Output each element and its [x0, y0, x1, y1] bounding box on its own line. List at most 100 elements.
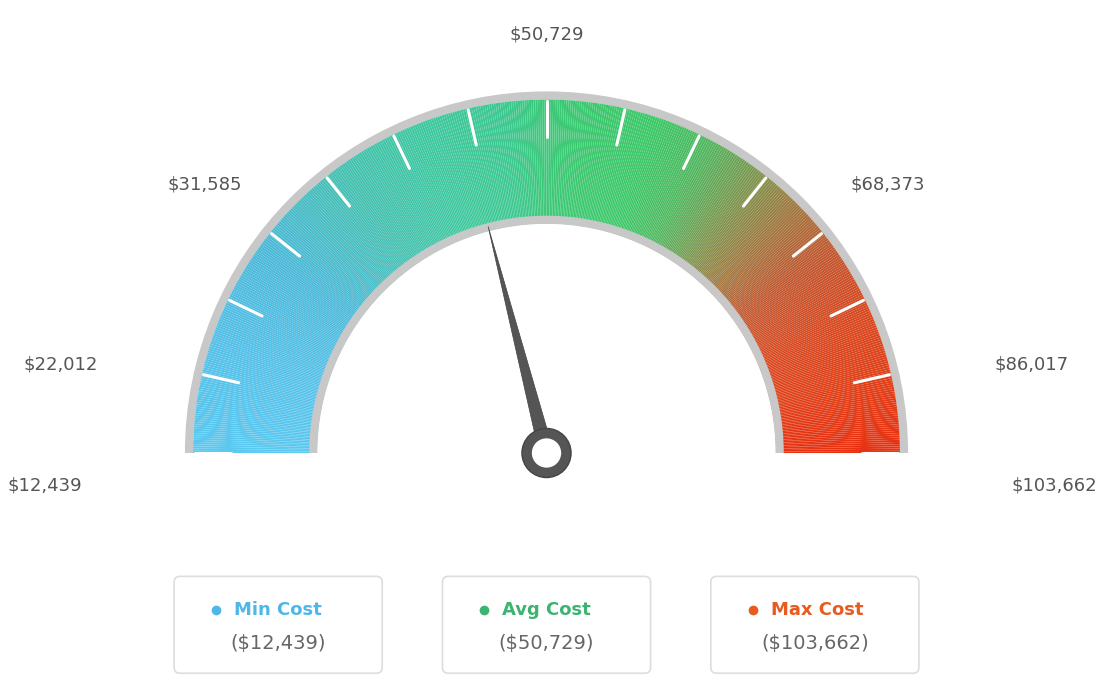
Wedge shape — [527, 100, 535, 224]
Wedge shape — [733, 249, 837, 322]
Wedge shape — [730, 241, 831, 317]
Wedge shape — [640, 130, 693, 244]
Wedge shape — [767, 361, 889, 395]
Wedge shape — [309, 216, 784, 453]
Wedge shape — [198, 397, 320, 419]
Wedge shape — [688, 175, 766, 274]
Wedge shape — [643, 132, 697, 246]
Wedge shape — [458, 110, 491, 231]
Wedge shape — [757, 315, 872, 364]
Text: $68,373: $68,373 — [851, 176, 925, 194]
Wedge shape — [278, 221, 374, 304]
Wedge shape — [262, 241, 363, 317]
Wedge shape — [731, 244, 832, 318]
Wedge shape — [491, 104, 512, 227]
Wedge shape — [751, 295, 863, 352]
Wedge shape — [193, 442, 318, 447]
Wedge shape — [760, 325, 877, 371]
Wedge shape — [291, 206, 382, 294]
Wedge shape — [771, 380, 893, 407]
Wedge shape — [607, 112, 643, 233]
Wedge shape — [773, 402, 896, 422]
Wedge shape — [772, 389, 894, 413]
Wedge shape — [428, 119, 471, 237]
Wedge shape — [596, 108, 626, 230]
Wedge shape — [764, 344, 883, 384]
Wedge shape — [726, 235, 826, 313]
Wedge shape — [431, 118, 473, 237]
Wedge shape — [664, 149, 729, 257]
Wedge shape — [487, 104, 509, 227]
Wedge shape — [768, 363, 889, 396]
Wedge shape — [374, 144, 436, 253]
Wedge shape — [565, 101, 577, 225]
Wedge shape — [682, 168, 757, 269]
Wedge shape — [641, 131, 696, 245]
Wedge shape — [697, 186, 781, 281]
Wedge shape — [556, 100, 564, 224]
Wedge shape — [689, 177, 768, 275]
Wedge shape — [197, 400, 320, 420]
Wedge shape — [194, 417, 319, 431]
Wedge shape — [270, 231, 368, 310]
Wedge shape — [208, 350, 328, 388]
Wedge shape — [729, 238, 828, 315]
Wedge shape — [592, 107, 619, 229]
Wedge shape — [327, 175, 405, 274]
Wedge shape — [672, 158, 743, 263]
Wedge shape — [560, 100, 569, 224]
Wedge shape — [283, 216, 376, 300]
Wedge shape — [518, 101, 529, 225]
Wedge shape — [217, 323, 333, 370]
Wedge shape — [637, 128, 689, 244]
Wedge shape — [724, 229, 821, 309]
Wedge shape — [214, 329, 332, 374]
Wedge shape — [236, 283, 346, 344]
Wedge shape — [465, 108, 495, 230]
Wedge shape — [753, 301, 867, 355]
Wedge shape — [231, 293, 342, 351]
Wedge shape — [204, 363, 325, 396]
Wedge shape — [507, 101, 522, 226]
Wedge shape — [649, 137, 707, 249]
Wedge shape — [715, 215, 808, 299]
Wedge shape — [287, 211, 380, 297]
Wedge shape — [252, 256, 357, 326]
Wedge shape — [195, 406, 319, 424]
Wedge shape — [336, 168, 411, 269]
Wedge shape — [229, 297, 341, 353]
Wedge shape — [714, 213, 807, 298]
Wedge shape — [254, 253, 358, 324]
Wedge shape — [294, 205, 383, 293]
Wedge shape — [390, 135, 446, 248]
Wedge shape — [774, 413, 898, 428]
Wedge shape — [769, 374, 891, 403]
Wedge shape — [442, 115, 480, 235]
Wedge shape — [213, 333, 331, 377]
Wedge shape — [606, 112, 640, 233]
Wedge shape — [774, 408, 898, 426]
Wedge shape — [212, 337, 330, 380]
Wedge shape — [489, 104, 511, 227]
Wedge shape — [660, 146, 724, 255]
Wedge shape — [647, 135, 703, 248]
Wedge shape — [775, 435, 900, 443]
Wedge shape — [351, 157, 422, 262]
Wedge shape — [379, 141, 438, 252]
Wedge shape — [771, 376, 892, 404]
Wedge shape — [692, 181, 774, 277]
Wedge shape — [184, 91, 909, 453]
Wedge shape — [659, 146, 723, 255]
Wedge shape — [720, 221, 815, 304]
FancyBboxPatch shape — [443, 576, 650, 673]
Wedge shape — [732, 245, 834, 319]
Wedge shape — [679, 164, 753, 267]
Text: Max Cost: Max Cost — [771, 601, 863, 620]
Wedge shape — [761, 327, 878, 373]
Wedge shape — [337, 167, 412, 268]
Wedge shape — [594, 107, 622, 229]
Wedge shape — [755, 308, 870, 361]
Wedge shape — [328, 174, 406, 273]
Wedge shape — [773, 395, 895, 417]
Wedge shape — [200, 380, 322, 407]
